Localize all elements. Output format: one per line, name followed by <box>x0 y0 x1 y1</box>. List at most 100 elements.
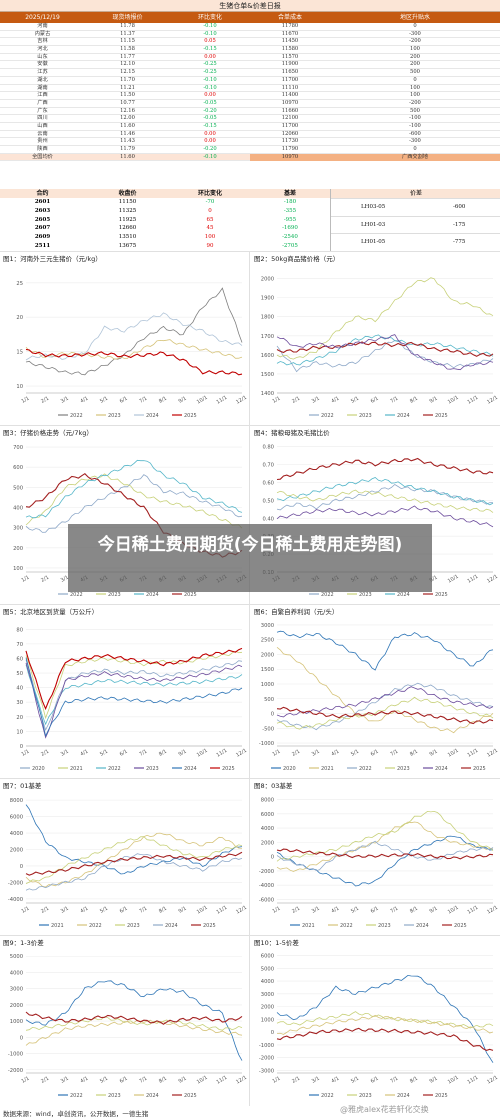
y-tick-label: 0.40 <box>262 516 274 522</box>
table-row: 山东 11.77 0.00 11570 200 <box>0 54 500 62</box>
divider <box>0 935 500 936</box>
futures-header-contract: 合约 <box>36 190 49 197</box>
futures-row: 2607 12660 45 -1690 <box>0 224 330 233</box>
cell-regional-premium: 0 <box>413 23 417 29</box>
legend-label: 2025 <box>435 1093 448 1099</box>
x-tick-label: 7/1 <box>389 1076 399 1085</box>
overlay-banner: 今日稀土费用期货(今日稀土费用走势图) <box>68 524 432 592</box>
y-tick-label: 6000 <box>261 812 274 818</box>
legend-label: 2023 <box>146 766 159 772</box>
cell-regional-premium: 100 <box>410 46 420 53</box>
x-tick-label: 2/1 <box>291 396 301 405</box>
cell-spot-price: 12.15 <box>120 69 135 76</box>
series-line <box>276 706 494 725</box>
chart-panel: 图6：自繁自养利润（元/头） 3000 2500 2000 1500 1000 500 0 -5… <box>251 606 499 776</box>
futures-header-change: 环比变化 <box>197 190 222 197</box>
cell-delivery-cost: 11900 <box>281 61 299 68</box>
y-tick-label: 8000 <box>261 798 274 804</box>
line-chart: 6000 5000 4000 3000 2000 1000 0 -1000 -2000 -3000… <box>259 954 499 1099</box>
cell-spot-price: 10.77 <box>120 99 135 106</box>
cell-region: 江西 <box>37 92 48 99</box>
series-line <box>25 851 243 876</box>
x-tick-label: 4/1 <box>79 1076 89 1085</box>
spread-header: 价差 <box>331 189 500 198</box>
series-line <box>25 853 243 891</box>
y-tick-label: -2000 <box>8 880 23 886</box>
series-line <box>276 810 494 862</box>
y-tick-label: 0 <box>20 864 23 870</box>
x-tick-label: 2/1 <box>40 575 50 584</box>
series-line <box>25 474 243 533</box>
data-source-footer: 数据来源：wind，卓创资讯，公开数据，一德生猪 <box>3 1110 149 1118</box>
y-tick-label: 0.50 <box>262 498 274 504</box>
futures-cell-basis: -955 <box>283 216 297 223</box>
futures-cell-close: 11925 <box>118 216 137 223</box>
x-tick-label: 7/1 <box>138 906 148 915</box>
cell-delivery-cost: 11790 <box>281 146 299 152</box>
x-tick-label: 7/1 <box>138 396 148 405</box>
futures-cell-basis: -1690 <box>282 225 298 232</box>
x-tick-label: 3/1 <box>60 396 70 405</box>
x-tick-label: 11/1 <box>466 905 479 916</box>
chart-panel: 图7：01基差 8000 6000 4000 2000 0 -2000 -4000 1/1 2/1… <box>0 780 248 933</box>
legend-label: 2021 <box>302 923 315 929</box>
futures-header-close: 收盘价 <box>118 190 137 197</box>
cell-delivery-cost: 11110 <box>281 84 299 91</box>
y-tick-label: 500 <box>264 697 274 703</box>
series-line <box>276 340 494 373</box>
header-change: 环比变化 <box>197 14 222 21</box>
x-tick-label: 2/1 <box>291 1076 301 1085</box>
cell-change: 0.00 <box>204 92 216 99</box>
y-tick-label: 300 <box>13 526 23 532</box>
cell-region: 山西 <box>37 122 48 129</box>
cell-spot-price: 11.37 <box>120 30 135 37</box>
futures-header: 合约 收盘价 环比变化 基差 <box>0 189 330 198</box>
cell-change: -0.25 <box>203 69 217 76</box>
cell-region: 全国均价 <box>32 153 53 160</box>
x-tick-label: 9/1 <box>429 1076 439 1085</box>
series-line <box>25 473 243 529</box>
cell-delivery-cost: 12100 <box>281 115 299 122</box>
cell-regional-premium: 100 <box>410 92 420 99</box>
series-line <box>25 312 243 361</box>
cell-spot-price: 12.10 <box>120 61 135 68</box>
x-tick-label: 9/1 <box>429 906 439 915</box>
line-chart: 3000 2500 2000 1500 1000 500 0 -500 -1000 1/1 2/1 3… <box>259 623 499 772</box>
x-tick-label: 1/1 <box>272 749 282 758</box>
x-tick-label: 3/1 <box>311 749 321 758</box>
y-tick-label: 0 <box>20 1035 23 1041</box>
spread-row: LH03-05 -600 <box>331 198 500 215</box>
x-tick-label: 10/1 <box>447 395 460 406</box>
x-tick-label: 5/1 <box>350 906 360 915</box>
cell-regional-premium: 100 <box>410 84 420 91</box>
y-tick-label: 2000 <box>10 1003 23 1009</box>
header-regional-premium: 地区升贴水 <box>399 14 430 21</box>
cell-region: 贵州 <box>37 138 48 145</box>
cell-spot-price: 11.79 <box>120 146 135 152</box>
series-line <box>25 650 243 720</box>
x-tick-label: 7/1 <box>138 1076 148 1085</box>
chart-title: 图7：01基差 <box>3 782 42 790</box>
table-row: 四川 12.00 -0.05 12100 -100 <box>0 115 500 123</box>
legend-label: 2023 <box>359 413 372 419</box>
legend-label: 2023 <box>359 592 372 598</box>
line-chart: 25 20 15 10 1/1 2/1 3/1 4/1 5/1 6/1 7/1 8/1 9/1 10/1 1… <box>16 281 247 419</box>
series-line <box>25 662 243 739</box>
x-tick-label: 9/1 <box>429 749 439 758</box>
series-line <box>276 686 494 718</box>
x-tick-label: 11/1 <box>215 905 228 916</box>
cell-spot-price: 11.21 <box>120 84 135 91</box>
chart-title: 图9：1-3价差 <box>3 939 44 947</box>
futures-cell-basis: -2705 <box>282 243 298 249</box>
chart-panel: 图1：河南外三元生猪价（元/kg） 25 20 15 10 1/1 2/1 3/1 4/1 5/1… <box>0 253 248 423</box>
x-tick-label: 1/1 <box>272 906 282 915</box>
x-tick-label: 10/1 <box>196 395 209 406</box>
x-tick-label: 10/1 <box>196 905 209 916</box>
y-tick-label: 1600 <box>261 353 274 359</box>
futures-row: 2601 11150 -70 -180 <box>0 198 330 207</box>
x-tick-label: 3/1 <box>60 906 70 915</box>
futures-cell-change: -70 <box>205 199 215 205</box>
y-tick-label: 0.60 <box>262 480 274 486</box>
futures-cell-basis: -2540 <box>282 234 298 241</box>
x-tick-label: 1/1 <box>272 1076 282 1085</box>
